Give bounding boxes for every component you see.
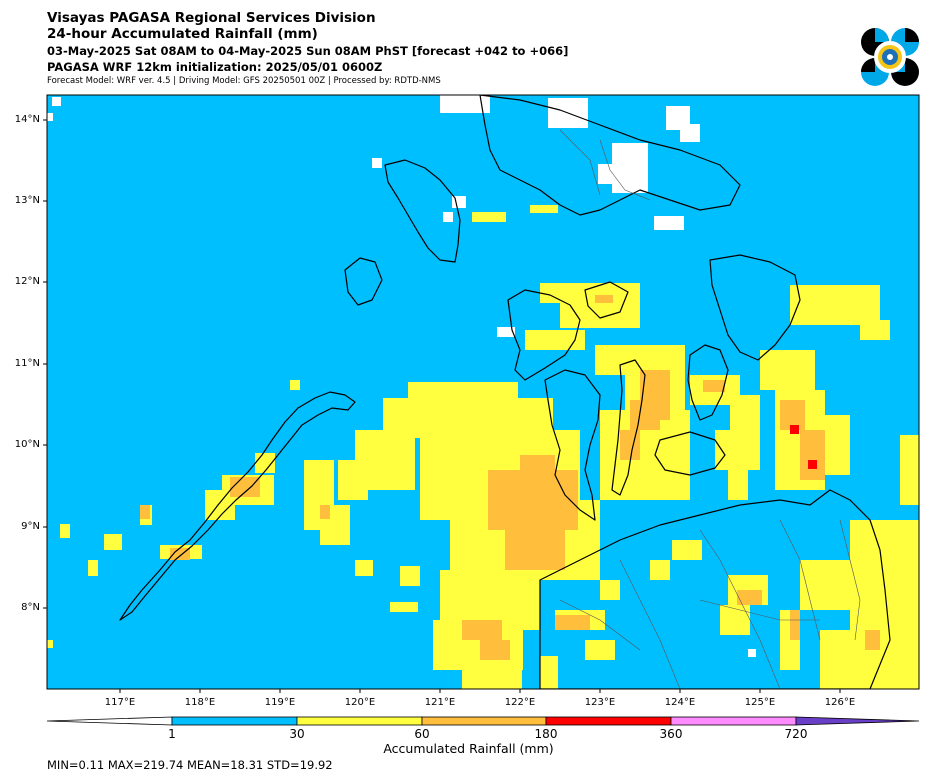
colorbar-bin-1-30 [171, 716, 298, 726]
lon-label-126: 126°E [824, 697, 856, 708]
rain-60-180 [140, 295, 880, 660]
title-product: 24-hour Accumulated Rainfall (mm) [47, 26, 318, 42]
lon-tick-marks [119, 689, 841, 693]
coast-samar [709, 254, 801, 361]
coast-cebu [611, 359, 646, 496]
lon-label-125: 125°E [744, 697, 776, 708]
colorbar [46, 716, 920, 726]
coast-calamian [344, 257, 383, 306]
coast-mindanao [539, 489, 891, 689]
coast-luzon [479, 95, 741, 216]
colorbar-under-triangle [46, 716, 173, 726]
title-period: 03-May-2025 Sat 08AM to 04-May-2025 Sun … [47, 44, 569, 58]
lat-label-9: 9°N [21, 521, 40, 532]
rainfall-statistics: MIN=0.11 MAX=219.74 MEAN=18.31 STD=19.92 [47, 758, 333, 772]
colorbar-tick-60: 60 [414, 727, 430, 741]
colorbar-over-triangle [795, 716, 920, 726]
colorbar-tick-720: 720 [784, 727, 808, 741]
coast-masbate [584, 281, 629, 319]
lon-label-120: 120°E [344, 697, 376, 708]
colorbar-bin-60-180 [421, 716, 547, 726]
lat-label-10: 10°N [14, 439, 40, 450]
colorbar-tick-30: 30 [289, 727, 305, 741]
coast-palawan [119, 391, 356, 621]
lon-label-123: 123°E [584, 697, 616, 708]
lon-label-122: 122°E [504, 697, 536, 708]
lon-label-121: 121°E [424, 697, 456, 708]
lon-label-117: 117°E [104, 697, 136, 708]
lat-tick-marks [43, 119, 47, 609]
colorbar-tick-1: 1 [168, 727, 176, 741]
lat-label-12: 12°N [14, 276, 40, 287]
coast-bohol [654, 431, 726, 476]
lat-label-11: 11°N [14, 358, 40, 369]
rain-180-360 [790, 425, 817, 469]
colorbar-label: Accumulated Rainfall (mm) [383, 741, 554, 756]
colorbar-bin-360-720 [670, 716, 797, 726]
province-lines [559, 129, 861, 689]
map-frame [46, 94, 920, 690]
lon-label-119: 119°E [264, 697, 296, 708]
coast-leyte [687, 344, 729, 421]
lat-label-8: 8°N [21, 602, 40, 613]
colorbar-bin-30-60 [296, 716, 423, 726]
coast-mindoro [384, 159, 461, 263]
no-rain-patches [47, 95, 756, 657]
title-office: Visayas PAGASA Regional Services Divisio… [47, 10, 376, 26]
coast-panay [507, 289, 581, 381]
coastlines [119, 95, 891, 689]
lat-label-14: 14°N [14, 114, 40, 125]
lon-label-118: 118°E [184, 697, 216, 708]
lon-label-124: 124°E [664, 697, 696, 708]
colorbar-bin-180-360 [545, 716, 672, 726]
title-initialization: PAGASA WRF 12km initialization: 2025/05/… [47, 60, 383, 74]
coast-negros [544, 369, 601, 521]
colorbar-tick-360: 360 [659, 727, 683, 741]
colorbar-tick-180: 180 [534, 727, 558, 741]
pagasa-logo [861, 28, 919, 86]
lat-label-13: 13°N [14, 195, 40, 206]
title-model-info: Forecast Model: WRF ver. 4.5 | Driving M… [47, 76, 441, 86]
